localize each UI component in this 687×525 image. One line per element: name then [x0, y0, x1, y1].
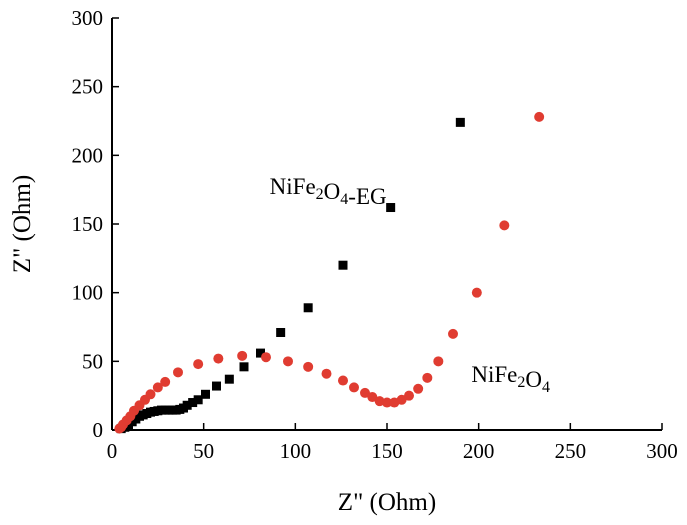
y-axis-title: Z" (Ohm): [9, 175, 36, 273]
data-point-circle: [499, 220, 510, 231]
data-point-circle: [367, 392, 378, 403]
x-tick-label: 250: [555, 439, 587, 463]
y-tick-label: 50: [82, 349, 103, 373]
data-point-circle: [261, 352, 271, 363]
data-point-square: [386, 203, 396, 213]
y-tick-label: 300: [72, 6, 104, 30]
series-nife2o4-eg: [116, 117, 465, 434]
y-tick-label: 100: [72, 281, 104, 305]
series-annotation: NiFe2O4-EG: [270, 174, 387, 209]
y-tick-label: 0: [93, 418, 104, 442]
data-point-circle: [448, 328, 458, 339]
data-point-square: [239, 362, 249, 372]
data-point-square: [193, 395, 203, 405]
data-point-circle: [360, 387, 370, 398]
x-tick-label: 50: [193, 439, 214, 463]
data-point-circle: [396, 394, 407, 405]
data-point-square: [276, 327, 286, 337]
data-point-square: [182, 400, 192, 410]
data-point-circle: [321, 368, 332, 379]
data-point-circle: [413, 383, 424, 394]
data-point-circle: [237, 350, 248, 361]
data-point-circle: [173, 367, 183, 378]
data-point-circle: [404, 390, 414, 401]
data-point-circle: [433, 356, 444, 367]
axes: 0 50 100 150 200 250 300 0 50 100 150 200 250 300: [72, 6, 678, 463]
annotations: NiFe2O4-EG NiFe2O4: [270, 174, 550, 396]
data-point-square: [188, 398, 198, 408]
data-point-circle: [193, 359, 204, 370]
data-point-circle: [338, 375, 348, 386]
data-points: [114, 111, 545, 434]
y-tick-label: 250: [72, 75, 104, 99]
data-point-circle: [422, 372, 433, 383]
x-axis-title: Z" (Ohm): [338, 489, 436, 516]
data-point-square: [201, 389, 210, 399]
y-tick-label: 150: [72, 212, 104, 236]
data-point-square: [256, 348, 265, 358]
y-tick-label: 200: [72, 143, 104, 167]
series-annotation: NiFe2O4: [471, 362, 550, 396]
data-point-circle: [534, 111, 545, 122]
data-point-square: [224, 374, 234, 384]
x-tick-label: 200: [463, 439, 495, 463]
data-point-circle: [303, 361, 314, 372]
data-point-square: [338, 260, 348, 270]
data-point-circle: [213, 353, 224, 364]
data-point-square: [455, 117, 465, 127]
series-nife2o4: [114, 111, 545, 434]
data-point-square: [303, 303, 313, 313]
data-point-circle: [382, 397, 392, 408]
x-tick-label: 150: [371, 439, 403, 463]
data-point-circle: [152, 382, 163, 393]
data-point-circle: [471, 287, 482, 298]
data-point-circle: [349, 382, 359, 393]
x-tick-label: 300: [646, 439, 678, 463]
data-point-circle: [145, 389, 156, 400]
x-tick-label: 100: [280, 439, 312, 463]
data-point-square: [212, 381, 221, 391]
x-tick-label: 0: [107, 439, 118, 463]
data-point-circle: [160, 376, 171, 387]
data-point-circle: [283, 356, 293, 367]
